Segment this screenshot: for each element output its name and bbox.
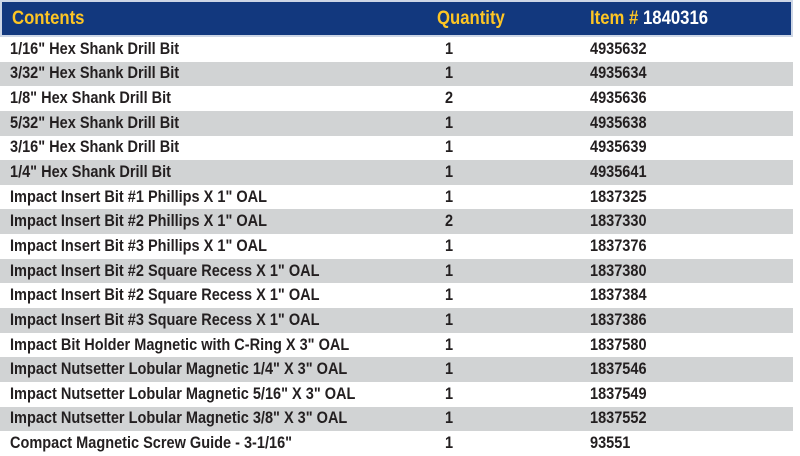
row-quantity: 1 (445, 187, 454, 206)
row-item-number: 1837549 (590, 384, 647, 403)
row-item-number: 4935632 (590, 39, 647, 58)
kit-item-number: 1840316 (642, 7, 709, 29)
row-quantity: 1 (445, 335, 454, 354)
row-quantity: 1 (445, 360, 454, 379)
table-row: Impact Nutsetter Lobular Magnetic 3/8" X… (0, 406, 793, 432)
table-body: 1/16" Hex Shank Drill Bit 1 4935632 3/32… (0, 37, 793, 456)
row-item-number: 93551 (590, 434, 631, 453)
table-row: Impact Nutsetter Lobular Magnetic 1/4" X… (0, 357, 793, 382)
table-row: Compact Magnetic Screw Guide - 3-1/16" 1… (0, 431, 793, 456)
row-quantity: 1 (445, 113, 454, 132)
row-item-number: 1837376 (590, 236, 647, 255)
table-row: 3/32" Hex Shank Drill Bit 1 4935634 (0, 61, 793, 87)
row-contents: Impact Nutsetter Lobular Magnetic 1/4" X… (10, 360, 348, 379)
row-item-number: 4935634 (590, 64, 647, 83)
table-row: Impact Insert Bit #3 Square Recess X 1" … (0, 308, 793, 333)
table-row: Impact Insert Bit #3 Phillips X 1" OAL 1… (0, 234, 793, 259)
row-quantity: 1 (445, 236, 454, 255)
row-item-number: 1837386 (590, 310, 647, 329)
row-contents: Impact Insert Bit #2 Phillips X 1" OAL (10, 212, 268, 231)
table-row: 1/4" Hex Shank Drill Bit 1 4935641 (0, 160, 793, 185)
row-item-number: 4935639 (590, 138, 647, 157)
row-contents: 3/16" Hex Shank Drill Bit (10, 138, 180, 157)
row-item-number: 1837325 (590, 187, 647, 206)
row-quantity: 1 (445, 310, 454, 329)
row-item-number: 4935636 (590, 89, 647, 108)
row-contents: Impact Nutsetter Lobular Magnetic 3/8" X… (10, 409, 348, 428)
column-header-quantity: Quantity (437, 8, 590, 30)
row-item-number: 1837552 (590, 409, 647, 428)
row-quantity: 2 (445, 212, 454, 231)
table-row: Impact Insert Bit #2 Square Recess X 1" … (0, 258, 793, 284)
row-contents: 1/16" Hex Shank Drill Bit (10, 39, 180, 58)
table-row: Impact Insert Bit #1 Phillips X 1" OAL 1… (0, 184, 793, 210)
table-row: 1/16" Hex Shank Drill Bit 1 4935632 (0, 37, 793, 62)
row-contents: 3/32" Hex Shank Drill Bit (10, 64, 180, 83)
row-item-number: 4935638 (590, 113, 647, 132)
column-header-item: Item # 1840316 (590, 8, 791, 30)
row-contents: 5/32" Hex Shank Drill Bit (10, 113, 180, 132)
table-row: Impact Bit Holder Magnetic with C-Ring X… (0, 332, 793, 358)
row-quantity: 1 (445, 434, 454, 453)
row-contents: Impact Nutsetter Lobular Magnetic 5/16" … (10, 384, 356, 403)
row-item-number: 4935641 (590, 163, 647, 182)
row-quantity: 1 (445, 138, 454, 157)
table-row: Impact Nutsetter Lobular Magnetic 5/16" … (0, 381, 793, 407)
row-contents: Compact Magnetic Screw Guide - 3-1/16" (10, 434, 293, 453)
table-row: Impact Insert Bit #2 Phillips X 1" OAL 2… (0, 209, 793, 235)
row-item-number: 1837380 (590, 261, 647, 280)
row-quantity: 1 (445, 286, 454, 305)
row-quantity: 1 (445, 261, 454, 280)
row-contents: Impact Insert Bit #3 Phillips X 1" OAL (10, 236, 268, 255)
row-quantity: 1 (445, 384, 454, 403)
row-quantity: 1 (445, 64, 454, 83)
column-header-quantity-label: Quantity (437, 7, 505, 29)
row-contents: 1/8" Hex Shank Drill Bit (10, 89, 172, 108)
row-item-number: 1837330 (590, 212, 647, 231)
row-contents: Impact Insert Bit #1 Phillips X 1" OAL (10, 187, 268, 206)
row-contents: Impact Insert Bit #3 Square Recess X 1" … (10, 310, 320, 329)
column-header-contents: Contents (2, 8, 437, 30)
row-quantity: 2 (445, 89, 454, 108)
row-item-number: 1837546 (590, 360, 647, 379)
row-item-number: 1837384 (590, 286, 647, 305)
table-row: 3/16" Hex Shank Drill Bit 1 4935639 (0, 135, 793, 161)
table-row: Impact Insert Bit #2 Square Recess X 1" … (0, 283, 793, 309)
column-header-contents-label: Contents (12, 7, 85, 29)
row-contents: Impact Insert Bit #2 Square Recess X 1" … (10, 286, 320, 305)
row-quantity: 1 (445, 409, 454, 428)
row-quantity: 1 (445, 163, 454, 182)
row-item-number: 1837580 (590, 335, 647, 354)
table-row: 1/8" Hex Shank Drill Bit 2 4935636 (0, 86, 793, 111)
item-hash-label: Item # (590, 7, 639, 29)
table-header: Contents Quantity Item # 1840316 (0, 0, 793, 37)
row-contents: 1/4" Hex Shank Drill Bit (10, 163, 172, 182)
row-contents: Impact Bit Holder Magnetic with C-Ring X… (10, 335, 350, 354)
row-quantity: 1 (445, 39, 454, 58)
table-row: 5/32" Hex Shank Drill Bit 1 4935638 (0, 110, 793, 136)
row-contents: Impact Insert Bit #2 Square Recess X 1" … (10, 261, 320, 280)
